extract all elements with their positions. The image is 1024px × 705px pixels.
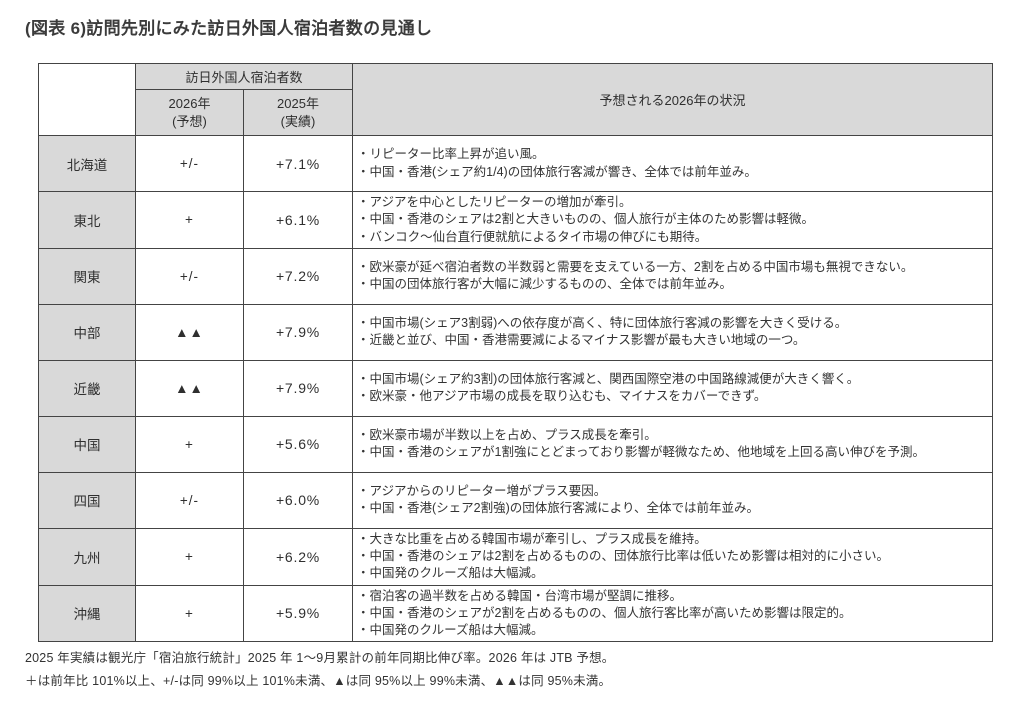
forecast-2026-cell: +	[135, 191, 244, 249]
forecast-2026-cell: +	[135, 527, 244, 586]
outlook-notes-cell: ・欧米豪が延べ宿泊者数の半数弱と需要を支えている一方、2割を占める中国市場も無視…	[352, 247, 994, 305]
header-guests-group: 訪日外国人宿泊者数	[134, 63, 354, 90]
actual-2025-cell: +7.9%	[242, 303, 354, 361]
table-row: 九州 + +6.2% ・大きな比重を占める韓国市場が牽引し、プラス成長を維持。・中国・…	[38, 527, 994, 586]
table-body: 北海道 +/- +7.1% ・リピーター比率上昇が追い風。 ・中国・香港(シェア約1/4…	[38, 135, 994, 643]
table-row: 東北 + +6.1% ・アジアを中心としたリピーターの増加が牽引。・中国・香港のシェア…	[38, 191, 994, 249]
table-row: 関東 +/- +7.2% ・欧米豪が延べ宿泊者数の半数弱と需要を支えている一方、2割を…	[38, 247, 994, 305]
region-cell: 近畿	[38, 359, 136, 417]
outlook-notes-cell: ・欧米豪市場が半数以上を占め、プラス成長を牽引。・中国・香港のシェアが1割強にと…	[352, 415, 994, 473]
note-line: ・中国・香港のシェアは2割と大きいものの、個人旅行が主体のため影響は軽微。	[357, 212, 814, 227]
note-line: ・アジアからのリピーター増がプラス要因。	[357, 484, 607, 498]
note-line: ・中国市場(シェア約3割)の団体旅行客減と、関西国際空港の中国路線減便が大きく響…	[357, 372, 860, 386]
outlook-notes-cell: ・中国市場(シェア3割弱)への依存度が高く、特に団体旅行客減の影響を大きく受ける…	[352, 303, 994, 361]
actual-2025-cell: +7.9%	[242, 359, 354, 417]
actual-2025-cell: +7.1%	[242, 135, 354, 192]
header-2026-note: (予想)	[172, 113, 207, 129]
footnote-source: 2025 年実績は観光庁「宿泊旅行統計」2025 年 1〜9月累計の前年同期比伸…	[25, 651, 615, 666]
note-line: ・欧米豪市場が半数以上を占め、プラス成長を牽引。	[357, 428, 657, 442]
header-2026-year: 2026年	[168, 95, 211, 111]
note-line: ・欧米豪が延べ宿泊者数の半数弱と需要を支えている一方、2割を占める中国市場も無視…	[357, 260, 914, 274]
outlook-notes-cell: ・リピーター比率上昇が追い風。・中国・香港(シェア約1/4)の団体旅行客減が響き…	[352, 135, 994, 192]
header-2025-year: 2025年	[277, 95, 319, 111]
note-line: ・中国市場(シェア3割弱)への依存度が高く、特に団体旅行客減の影響を大きく受ける…	[357, 316, 848, 330]
table-row: 四国 +/- +6.0% ・アジアからのリピーター増がプラス要因。・中国・香港(シェア…	[38, 471, 994, 529]
note-line: ・中国・香港(シェア約1/4)の団体旅行客減が響き、全体では前年並み。	[357, 164, 757, 179]
outlook-notes-cell: ・アジアを中心としたリピーターの増加が牽引。・中国・香港のシェアは2割と大きいも…	[352, 191, 994, 249]
page-title: (図表 6)訪問先別にみた訪日外国人宿泊者数の見通し	[25, 19, 433, 38]
header-outlook-2026: 予想される2026年の状況	[352, 63, 994, 136]
region-cell: 四国	[38, 471, 136, 529]
note-line: ・中国発のクルーズ船は大幅減。	[357, 623, 544, 637]
outlook-notes-cell: ・宿泊客の過半数を占める韓国・台湾市場が堅調に推移。・中国・香港のシェアが2割を…	[352, 584, 994, 643]
header-row-years: 2026年 (予想) 2025年 (実績)	[39, 89, 993, 136]
corner-blank-cell	[38, 63, 136, 136]
actual-2025-cell: +6.0%	[242, 471, 354, 529]
outlook-notes-cell: ・中国市場(シェア約3割)の団体旅行客減と、関西国際空港の中国路線減便が大きく響…	[352, 359, 994, 417]
actual-2025-cell: +7.2%	[242, 247, 354, 305]
note-line: ・大きな比重を占める韓国市場が牽引し、プラス成長を維持。	[357, 531, 707, 546]
forecast-2026-cell: +/-	[135, 471, 244, 529]
forecast-2026-cell: ▲▲	[135, 359, 244, 417]
region-cell: 東北	[38, 191, 136, 249]
header-row-group: 訪日外国人宿泊者数 予想される2026年の状況	[38, 63, 994, 136]
note-line: ・宿泊客の過半数を占める韓国・台湾市場が堅調に推移。	[357, 588, 683, 603]
region-cell: 中国	[38, 415, 136, 473]
forecast-2026-cell: +/-	[135, 247, 244, 305]
forecast-table: 訪日外国人宿泊者数 予想される2026年の状況 2026年 (予想) 2025年…	[38, 63, 994, 643]
outlook-notes-cell: ・アジアからのリピーター増がプラス要因。・中国・香港(シェア2割強)の団体旅行客…	[352, 471, 994, 529]
table-row: 北海道 +/- +7.1% ・リピーター比率上昇が追い風。・中国・香港(シェア約1/4…	[38, 135, 994, 192]
note-line: ・近畿と並び、中国・香港需要減によるマイナス影響が最も大きい地域の一つ。	[357, 333, 806, 348]
actual-2025-cell: +6.2%	[242, 527, 354, 586]
table-header: 訪日外国人宿泊者数 予想される2026年の状況 2026年 (予想) 2025年…	[38, 63, 994, 136]
note-line: ・リピーター比率上昇が追い風。	[357, 147, 545, 162]
header-2025-actual: 2025年 (実績)	[242, 89, 354, 136]
note-line: ・欧米豪・他アジア市場の成長を取り込むも、マイナスをカバーできず。	[357, 389, 767, 404]
table-row: 沖縄 + +5.9% ・宿泊客の過半数を占める韓国・台湾市場が堅調に推移。・中国・香港…	[38, 584, 994, 643]
outlook-notes-cell: ・大きな比重を占める韓国市場が牽引し、プラス成長を維持。・中国・香港のシェアは2…	[352, 527, 994, 586]
actual-2025-cell: +6.1%	[242, 191, 354, 249]
forecast-2026-cell: +	[135, 584, 244, 643]
region-cell: 関東	[38, 247, 136, 305]
forecast-2026-cell: ▲▲	[135, 303, 244, 361]
table-row: 中部 ▲▲ +7.9% ・中国市場(シェア3割弱)への依存度が高く、特に団体旅行客減の…	[38, 303, 994, 361]
region-cell: 中部	[38, 303, 136, 361]
region-cell: 沖縄	[38, 584, 136, 643]
region-cell: 九州	[38, 527, 136, 586]
note-line: ・中国の団体旅行客が大幅に減少するものの、全体では前年並み。	[357, 277, 733, 292]
table-row: 近畿 ▲▲ +7.9% ・中国市場(シェア約3割)の団体旅行客減と、関西国際空港の中国…	[38, 359, 994, 417]
forecast-2026-cell: +	[135, 415, 244, 473]
header-2025-note: (実績)	[280, 113, 316, 129]
note-line: ・中国・香港(シェア2割強)の団体旅行客減により、全体では前年並み。	[357, 501, 760, 516]
note-line: ・中国発のクルーズ船は大幅減。	[357, 566, 544, 581]
header-2026-forecast: 2026年 (予想)	[135, 89, 244, 136]
note-line: ・中国・香港のシェアが2割を占めるものの、個人旅行客比率が高いため影響は限定的。	[357, 605, 852, 620]
footnote-legend: ＋は前年比 101%以上、+/-は同 99%以上 101%未満、▲は同 95%以…	[25, 673, 612, 688]
actual-2025-cell: +5.9%	[242, 584, 354, 643]
forecast-2026-cell: +/-	[135, 135, 244, 192]
note-line: ・アジアを中心としたリピーターの増加が牽引。	[357, 195, 632, 209]
footnotes: 2025 年実績は観光庁「宿泊旅行統計」2025 年 1〜9月累計の前年同期比伸…	[25, 651, 1024, 689]
note-line: ・バンコク〜仙台直行便就航によるタイ市場の伸びにも期待。	[357, 229, 708, 244]
note-line: ・中国・香港のシェアは2割を占めるものの、団体旅行比率は低いため影響は相対的に小…	[357, 549, 889, 563]
note-line: ・中国・香港のシェアが1割強にとどまっており影響が軽微なため、他地域を上回る高い…	[357, 445, 925, 460]
region-cell: 北海道	[38, 135, 136, 192]
actual-2025-cell: +5.6%	[242, 415, 354, 473]
table-row: 中国 + +5.6% ・欧米豪市場が半数以上を占め、プラス成長を牽引。・中国・香港のシ…	[38, 415, 994, 473]
